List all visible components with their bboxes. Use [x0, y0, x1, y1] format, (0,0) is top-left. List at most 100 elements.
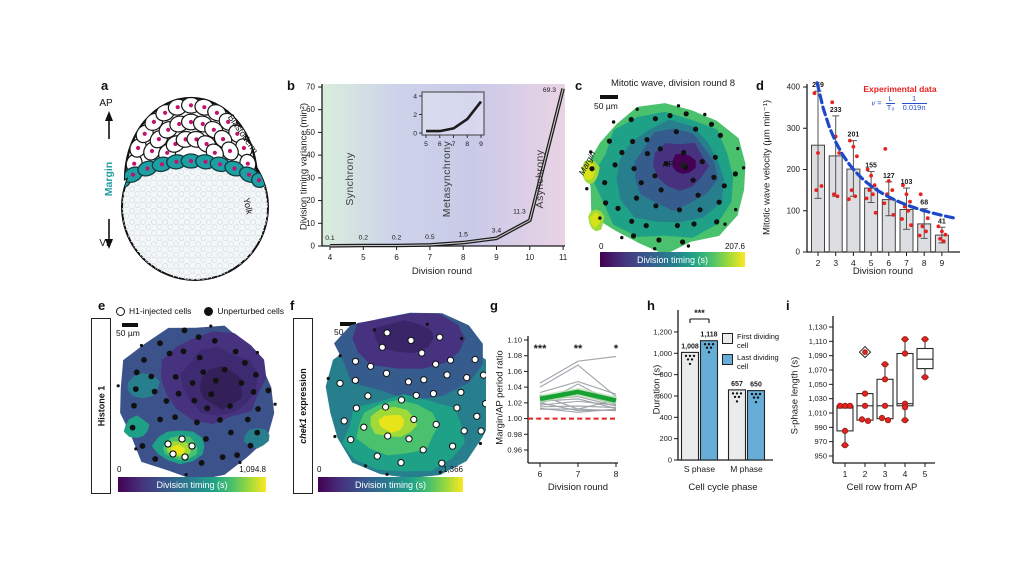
- formula-den2: 0.019n: [902, 103, 926, 113]
- c-ap-label: AP: [662, 159, 674, 169]
- c-scale-bar: [600, 95, 618, 99]
- c-scale-bar-label: 50 µm: [594, 101, 618, 111]
- b-x-axis-label: Division round: [411, 266, 473, 277]
- svg-text:600: 600: [659, 391, 672, 400]
- svg-text:0.5: 0.5: [425, 234, 435, 241]
- svg-text:1,050: 1,050: [808, 380, 827, 389]
- svg-text:0: 0: [413, 130, 417, 137]
- e-legend-injected: H1-injected cells: [129, 306, 192, 316]
- svg-text:201: 201: [848, 132, 860, 139]
- panel-letter-h: h: [647, 298, 655, 313]
- formula-den1: T₀: [886, 103, 895, 113]
- svg-text:4: 4: [413, 93, 417, 100]
- h-y-axis-label: Duration (s): [651, 364, 663, 415]
- metasynchrony-region-label: Metasynchrony: [441, 140, 453, 218]
- svg-text:10: 10: [306, 219, 315, 228]
- vp-pole-label: VP: [99, 238, 113, 249]
- svg-text:1.10: 1.10: [507, 336, 522, 345]
- svg-text:7: 7: [428, 253, 433, 262]
- c-title: Mitotic wave, division round 8: [610, 78, 736, 89]
- c-colorbar: Division timing (s): [600, 252, 745, 267]
- panel-letter-e: e: [98, 298, 106, 313]
- svg-text:70: 70: [306, 83, 315, 92]
- svg-text:1.04: 1.04: [507, 383, 522, 392]
- i-x-axis-label: Cell row from AP: [846, 482, 918, 493]
- sphase-boxplot: 950 970 990 1,010 1,030 1,050 1,070 1,090 1,110 1…: [808, 316, 935, 479]
- svg-text:970: 970: [814, 437, 827, 446]
- e-colorbar: Division timing (s): [118, 477, 266, 492]
- svg-text:4: 4: [851, 258, 856, 268]
- chek1-heatmap: [325, 312, 486, 479]
- svg-text:0.2: 0.2: [359, 235, 369, 242]
- i-y-axis-label: S-phase length (s): [789, 356, 801, 435]
- h-legend: First dividing cell Last dividing cell: [722, 332, 784, 374]
- svg-text:10: 10: [525, 253, 534, 262]
- svg-text:S phase: S phase: [684, 464, 715, 474]
- svg-text:7: 7: [452, 141, 456, 148]
- svg-text:7: 7: [576, 469, 581, 479]
- svg-text:***: ***: [534, 343, 548, 355]
- f-colorbar-min: 0: [317, 465, 322, 474]
- svg-text:0.1: 0.1: [325, 235, 335, 242]
- svg-text:3.4: 3.4: [492, 227, 502, 234]
- f-colorbar-max: 1,366: [442, 465, 463, 474]
- panel-letter-g: g: [490, 298, 498, 313]
- first-dividing-swatch: [722, 333, 733, 344]
- svg-text:9: 9: [479, 141, 483, 148]
- svg-text:1,118: 1,118: [700, 332, 717, 339]
- svg-text:6: 6: [394, 253, 399, 262]
- svg-text:0.96: 0.96: [507, 445, 522, 454]
- svg-text:1,000: 1,000: [653, 349, 672, 358]
- mitotic-wave-heatmap: [581, 103, 746, 252]
- svg-text:60: 60: [306, 105, 315, 114]
- last-dividing-swatch: [722, 354, 733, 365]
- svg-text:0: 0: [311, 242, 316, 251]
- svg-text:***: ***: [694, 308, 705, 318]
- svg-text:1,010: 1,010: [808, 408, 827, 417]
- f-side-label-box: chek1 expression: [293, 318, 313, 494]
- svg-text:200: 200: [787, 165, 801, 174]
- e-legend: H1-injected cells Unperturbed cells: [116, 306, 284, 316]
- svg-text:40: 40: [306, 151, 315, 160]
- svg-text:3: 3: [833, 258, 838, 268]
- svg-text:400: 400: [787, 83, 801, 92]
- svg-text:650: 650: [750, 382, 762, 389]
- svg-text:11.3: 11.3: [513, 208, 526, 215]
- embryo-diagram: [105, 96, 269, 281]
- svg-text:1.00: 1.00: [507, 414, 522, 423]
- svg-text:6: 6: [438, 141, 442, 148]
- svg-text:233: 233: [830, 107, 842, 114]
- svg-text:0.2: 0.2: [392, 235, 402, 242]
- panel-letter-d: d: [756, 78, 764, 93]
- svg-text:1,130: 1,130: [808, 322, 827, 331]
- synchrony-region-label: Synchrony: [344, 152, 356, 206]
- svg-text:2: 2: [816, 258, 821, 268]
- svg-text:9: 9: [494, 253, 499, 262]
- svg-text:990: 990: [814, 423, 827, 432]
- margin-cells: [122, 153, 268, 188]
- svg-text:1,200: 1,200: [653, 327, 672, 336]
- svg-text:300: 300: [787, 124, 801, 133]
- svg-text:M phase: M phase: [730, 464, 763, 474]
- svg-text:127: 127: [883, 173, 895, 180]
- svg-text:103: 103: [901, 179, 913, 186]
- svg-text:9: 9: [940, 258, 945, 268]
- svg-text:*: *: [614, 343, 619, 355]
- e-scale-bar: [122, 323, 138, 327]
- svg-text:1: 1: [843, 469, 848, 479]
- histone1-heatmap: [116, 324, 277, 481]
- svg-text:5: 5: [424, 141, 428, 148]
- svg-text:20: 20: [306, 196, 315, 205]
- f-colorbar: Division timing (s): [318, 477, 463, 492]
- e-scale-bar-label: 50 µm: [116, 328, 140, 338]
- svg-text:400: 400: [659, 413, 672, 422]
- svg-text:657: 657: [731, 381, 743, 388]
- formula-num2: 1: [901, 94, 927, 105]
- svg-text:41: 41: [938, 218, 946, 225]
- svg-text:2: 2: [863, 469, 868, 479]
- svg-text:1,110: 1,110: [809, 337, 827, 346]
- svg-text:4: 4: [903, 469, 908, 479]
- svg-text:68: 68: [920, 200, 928, 207]
- e-colorbar-max: 1,094.8: [239, 465, 266, 474]
- h-x-axis-label: Cell cycle phase: [688, 482, 758, 493]
